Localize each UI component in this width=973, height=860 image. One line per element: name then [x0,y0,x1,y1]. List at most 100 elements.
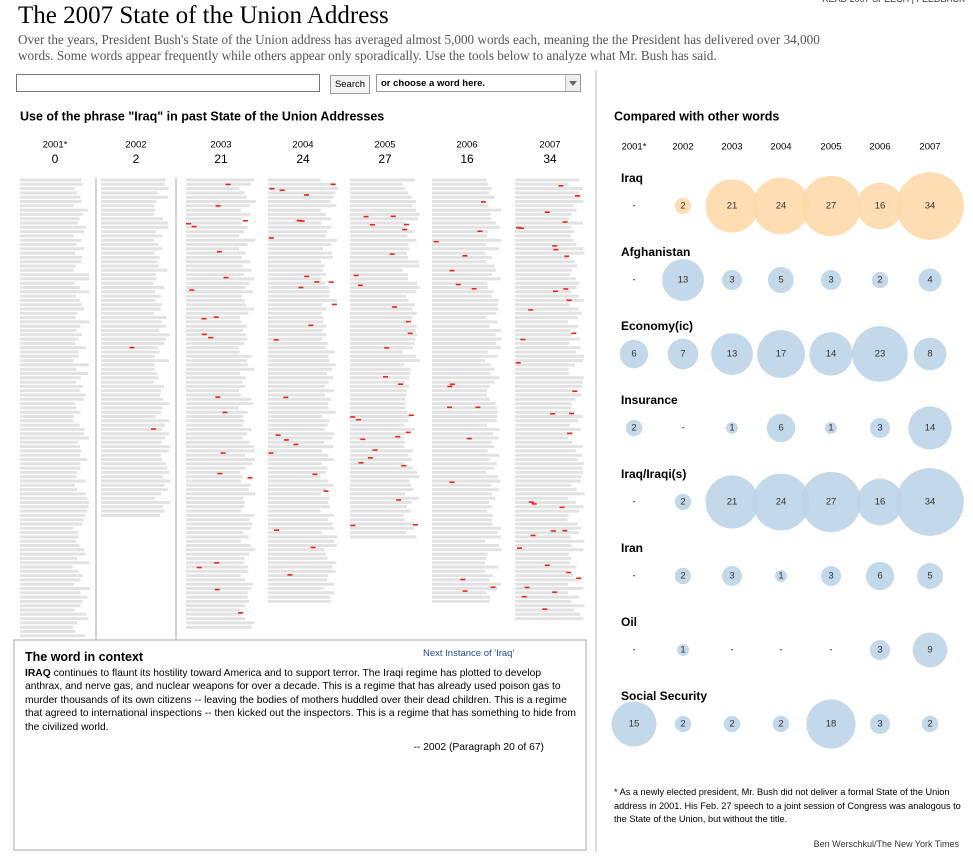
bubble-value: 2 [778,719,783,730]
occurrence [201,317,207,320]
occurrence [433,240,439,243]
bubble [869,417,891,439]
empty-value: - [633,570,636,580]
occurrence [353,274,359,277]
bubble [711,333,753,375]
bubble-value: 6 [877,571,882,582]
occurrence [574,195,580,197]
bubble-value: 5 [927,571,932,582]
occurrence [308,324,314,327]
search-input[interactable] [16,74,320,92]
bubble-value: 3 [729,275,734,286]
year-count: 21 [214,152,228,166]
bubble [856,478,904,526]
column-label: 2005 [820,142,841,153]
bubble [896,172,964,240]
bubble [921,715,939,733]
link[interactable]: FEEDBACK [916,0,965,4]
row-label: Iraq/Iraqi(s) [621,467,686,481]
bubble-value: 3 [828,571,833,582]
occurrence [328,281,334,283]
row-label: Social Security [621,689,707,703]
bubble [820,269,842,291]
bubble [865,561,895,591]
occurrence [214,562,220,564]
bubble [674,715,692,733]
occurrence [401,464,407,467]
context-body: continues to flaunt its hostility toward… [25,667,576,733]
occurrence [447,406,453,409]
bubble [662,259,704,301]
year-count: 24 [296,152,310,166]
occurrence [402,228,408,231]
bubble-value: 3 [877,719,882,730]
bubble [721,565,743,587]
occurrence [196,566,202,569]
context-source: -- 2002 (Paragraph 20 of 67) [413,741,544,753]
occurrence [214,588,220,591]
left-title: Use of the phrase "Iraq" in past State o… [20,109,384,123]
dropdown-arrow[interactable] [565,75,580,91]
occurrence [404,223,410,226]
occurrence [350,416,356,418]
bubble-value: 14 [826,349,837,360]
occurrence [563,288,569,290]
occurrence [477,230,483,233]
next-instance-link[interactable]: Next Instance of 'Iraq' [423,648,515,659]
occurrence [562,529,568,532]
title: The 2007 State of the Union Address [18,2,389,29]
bubble-value: 24 [776,201,787,212]
year-label: 2005 [374,140,395,151]
year-label: 2003 [210,140,231,151]
bubble-value: 34 [925,201,936,212]
occurrence [552,245,558,247]
bubble [820,565,842,587]
bubble [869,713,891,735]
occurrence [216,250,222,253]
occurrence [553,248,559,251]
occurrence [213,316,219,318]
link[interactable]: READ 2007 SPEECH [822,0,909,4]
occurrence [268,237,274,239]
row-label: Iran [621,541,643,555]
bubble-value: 27 [826,201,837,212]
occurrence [559,506,565,509]
word-select[interactable]: or choose a word here. [376,74,581,92]
context-lead: IRAQ [25,667,51,679]
bubble [674,493,692,511]
occurrence [515,361,521,364]
bubble [912,632,948,668]
occurrence [225,183,231,186]
empty-value: - [830,644,833,654]
occurrence [269,187,275,190]
occurrence [449,481,455,484]
bubble-value: 3 [828,275,833,286]
bubble [852,326,908,382]
empty-value: - [633,496,636,506]
occurrence [323,490,329,492]
bubble [752,473,810,531]
occurrence [274,529,280,531]
bubble [723,715,741,733]
occurrence [201,333,207,336]
occurrence [298,286,304,289]
bubble-value: 16 [875,201,886,212]
bubble-value: 24 [776,497,787,508]
search-button[interactable]: Search [330,75,370,94]
occurrence [293,443,299,446]
occurrence [208,336,214,339]
occurrence [462,590,468,592]
bubble [775,570,787,582]
occurrence [215,205,221,207]
bubble-value: 1 [828,423,833,434]
occurrence [189,289,195,291]
occurrence [475,406,481,409]
occurrence [550,530,556,532]
occurrence [238,612,244,614]
bubble [806,699,856,749]
bubble-value: 2 [680,201,685,212]
occurrence [544,211,550,214]
bubble-value: 13 [727,349,738,360]
bubble [674,197,692,215]
occurrence [552,591,558,593]
